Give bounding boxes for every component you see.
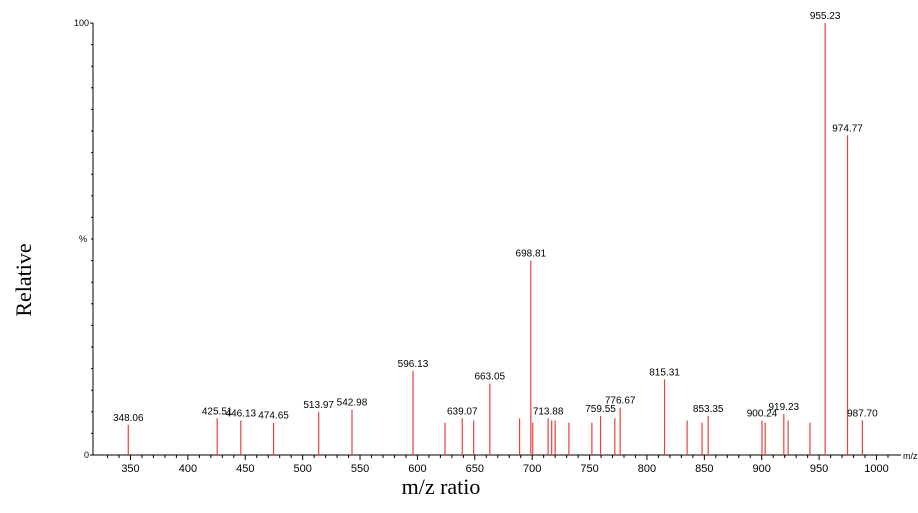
peak-label: 776.67 [605, 395, 636, 406]
x-tick-label: 500 [293, 463, 311, 475]
x-tick-label: 450 [236, 463, 254, 475]
x-tick-label: 600 [408, 463, 426, 475]
peak-label: 919.23 [769, 402, 800, 413]
peak-label: 815.31 [649, 367, 680, 378]
peak-label: 713.88 [533, 406, 564, 417]
x-tick-label: 950 [810, 463, 828, 475]
peak-label: 955.23 [810, 11, 841, 22]
x-axis-title-text: m/z ratio [401, 474, 481, 499]
peak-label: 348.06 [113, 413, 144, 424]
peak-label: 639.07 [447, 406, 478, 417]
x-tick-label: 400 [179, 463, 197, 475]
peak-label: 900.24 [747, 408, 778, 419]
peak-label: 987.70 [847, 408, 878, 419]
peak-label: 663.05 [474, 372, 505, 383]
y-percent-label: % [79, 234, 87, 244]
y-tick-label: 100 [74, 18, 89, 28]
peak-label: 425.51 [202, 406, 233, 417]
x-tick-label: 550 [351, 463, 369, 475]
x-tick-label: 900 [753, 463, 771, 475]
peak-label: 759.55 [585, 404, 616, 415]
x-tick-label: 1000 [864, 463, 888, 475]
peak-label: 974.77 [832, 123, 863, 134]
peak-label: 853.35 [693, 404, 724, 415]
x-unit-label: m/z [903, 451, 918, 461]
peak-label: 474.65 [258, 411, 289, 422]
x-tick-label: 350 [121, 463, 139, 475]
x-tick-label: 700 [523, 463, 541, 475]
x-axis-title: m/z ratio [0, 474, 918, 500]
x-tick-label: 850 [695, 463, 713, 475]
peak-label: 542.98 [337, 398, 368, 409]
peak-label: 596.13 [398, 359, 429, 370]
peak-label: 513.97 [303, 400, 334, 411]
x-tick-label: 650 [466, 463, 484, 475]
peak-label: 446.13 [226, 408, 257, 419]
x-tick-label: 750 [580, 463, 598, 475]
y-tick-label: 0 [84, 450, 89, 460]
peak-label: 698.81 [516, 249, 547, 260]
x-tick-label: 800 [638, 463, 656, 475]
